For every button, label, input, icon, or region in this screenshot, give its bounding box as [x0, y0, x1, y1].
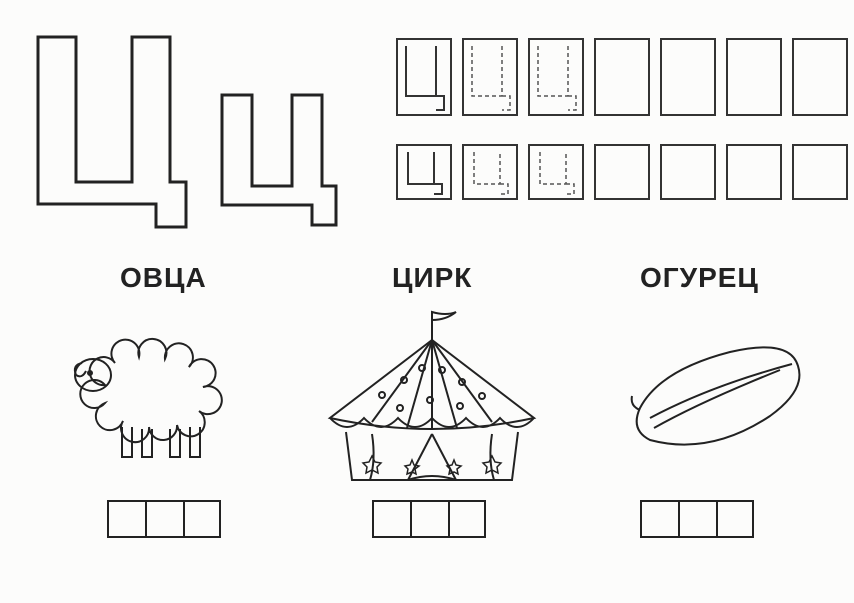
word-label-ogurets: ОГУРЕЦ [640, 262, 759, 294]
sheep-picture [60, 315, 240, 475]
practice-cell [792, 38, 848, 116]
practice-cell [726, 144, 782, 200]
practice-row-lower [396, 144, 848, 200]
practice-cell [396, 38, 452, 116]
word-label-tsirk: ЦИРК [392, 262, 472, 294]
practice-cell [528, 38, 584, 116]
answer-boxes-ogurets [640, 500, 754, 538]
answer-boxes-tsirk [372, 500, 486, 538]
practice-cell [594, 38, 650, 116]
practice-cell [660, 38, 716, 116]
answer-boxes-ovtsa [107, 500, 221, 538]
cucumber-picture [620, 330, 810, 470]
practice-cell [726, 38, 782, 116]
word-label-ovtsa: ОВЦА [120, 262, 207, 294]
practice-cell [660, 144, 716, 200]
practice-cell [396, 144, 452, 200]
practice-cell [462, 144, 518, 200]
letter-upper-ts [28, 32, 198, 232]
letter-lower-ts [214, 90, 344, 235]
practice-cell [462, 38, 518, 116]
practice-cell [792, 144, 848, 200]
practice-row-upper [396, 38, 848, 116]
circus-picture [312, 300, 552, 490]
worksheet-page: ОВЦА ЦИРК [0, 0, 854, 603]
practice-cell [594, 144, 650, 200]
practice-cell [528, 144, 584, 200]
